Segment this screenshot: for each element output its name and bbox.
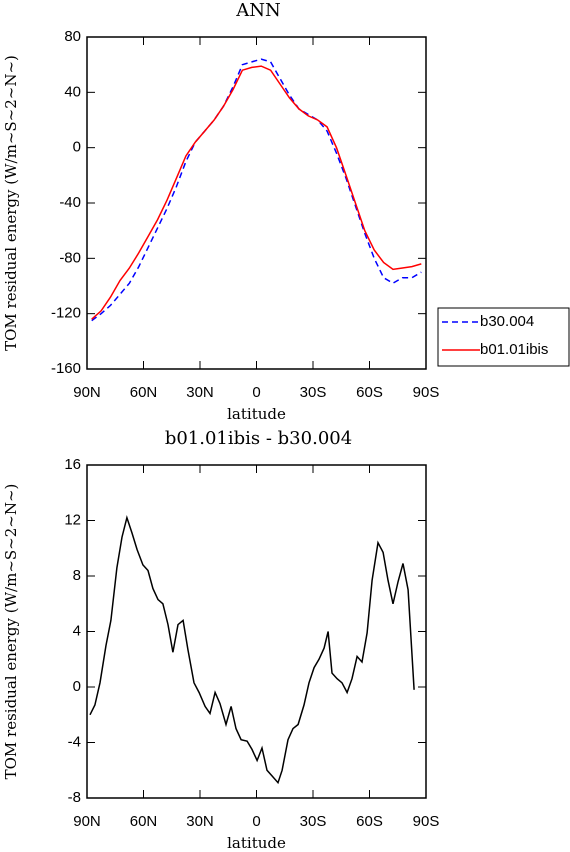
y-tick-label: 8 [73, 567, 81, 584]
y-tick-label: -120 [51, 305, 81, 322]
y-axis-label: TOM residual energy (W/m~S~2~N~) [2, 55, 20, 351]
x-tick-label: 60S [356, 813, 383, 830]
x-tick-label: 90S [413, 384, 440, 401]
y-tick-label: 40 [64, 83, 81, 100]
y-tick-label: 4 [73, 622, 81, 639]
legend-label: b01.01ibis [480, 341, 548, 358]
x-tick-label: 60N [130, 813, 158, 830]
y-tick-label: -8 [68, 789, 81, 806]
x-tick-label: 30S [300, 384, 327, 401]
y-tick-label: -160 [51, 360, 81, 377]
x-tick-label: 0 [252, 813, 260, 830]
y-tick-label: -4 [68, 733, 81, 750]
x-tick-label: 0 [252, 384, 260, 401]
y-tick-label: 80 [64, 28, 81, 45]
plot-frame [86, 36, 427, 370]
y-axis-label: TOM residual energy (W/m~S~2~N~) [2, 484, 20, 780]
x-tick-label: 90S [413, 813, 440, 830]
y-tick-label: 16 [64, 456, 81, 473]
x-tick-label: 30N [186, 384, 214, 401]
x-tick-label: 90N [73, 813, 101, 830]
data-line [91, 58, 422, 322]
plot-frame [86, 464, 427, 799]
y-tick-label: -80 [59, 249, 81, 266]
chart-title: b01.01ibis - b30.004 [165, 428, 352, 449]
y-tick-label: 12 [64, 511, 81, 528]
chart-title: ANN [235, 0, 281, 21]
y-tick-label: -40 [59, 194, 81, 211]
x-axis-label: latitude [227, 834, 286, 852]
data-line [91, 65, 422, 320]
y-tick-label: 0 [73, 678, 81, 695]
x-tick-label: 60S [356, 384, 383, 401]
x-tick-label: 90N [73, 384, 101, 401]
x-tick-label: 60N [130, 384, 158, 401]
legend-label: b30.004 [480, 313, 534, 330]
x-axis-label: latitude [227, 405, 286, 423]
legend-box [437, 307, 570, 367]
data-line [89, 515, 415, 785]
x-tick-label: 30N [186, 813, 214, 830]
x-tick-label: 30S [300, 813, 327, 830]
y-tick-label: 0 [73, 139, 81, 156]
